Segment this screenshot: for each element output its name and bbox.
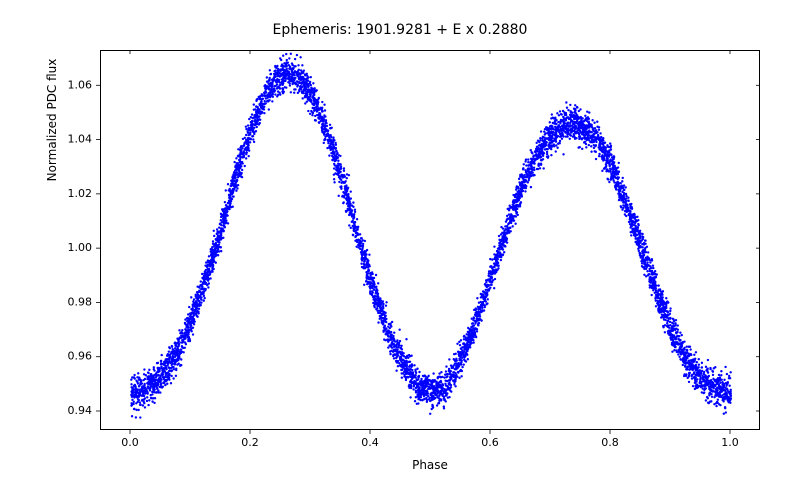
tick-label: 0.0: [121, 436, 139, 449]
tick-label: 0.6: [481, 436, 499, 449]
tick-label: 1.00: [68, 241, 93, 254]
tick-label: 0.8: [601, 436, 619, 449]
tick-label: 0.96: [68, 350, 93, 363]
figure: Ephemeris: 1901.9281 + E x 0.2880 0.00.2…: [0, 0, 800, 500]
tick-label: 0.2: [241, 436, 259, 449]
tick-label: 1.04: [68, 133, 93, 146]
tick-label: 1.02: [68, 187, 93, 200]
y-axis-label: Normalized PDC flux: [45, 0, 59, 310]
tick-label: 0.98: [68, 295, 93, 308]
tick-label: 1.0: [721, 436, 739, 449]
tick-label: 0.4: [361, 436, 379, 449]
tick-layer: 0.0 0.2 0.4 0.6 0.8 1.0 0.94 0.96 0.98 1.00 1.02 1.…: [0, 0, 800, 500]
tick-label: 1.06: [68, 78, 93, 91]
tick-label: 0.94: [68, 404, 93, 417]
x-axis-label: Phase: [100, 458, 760, 472]
